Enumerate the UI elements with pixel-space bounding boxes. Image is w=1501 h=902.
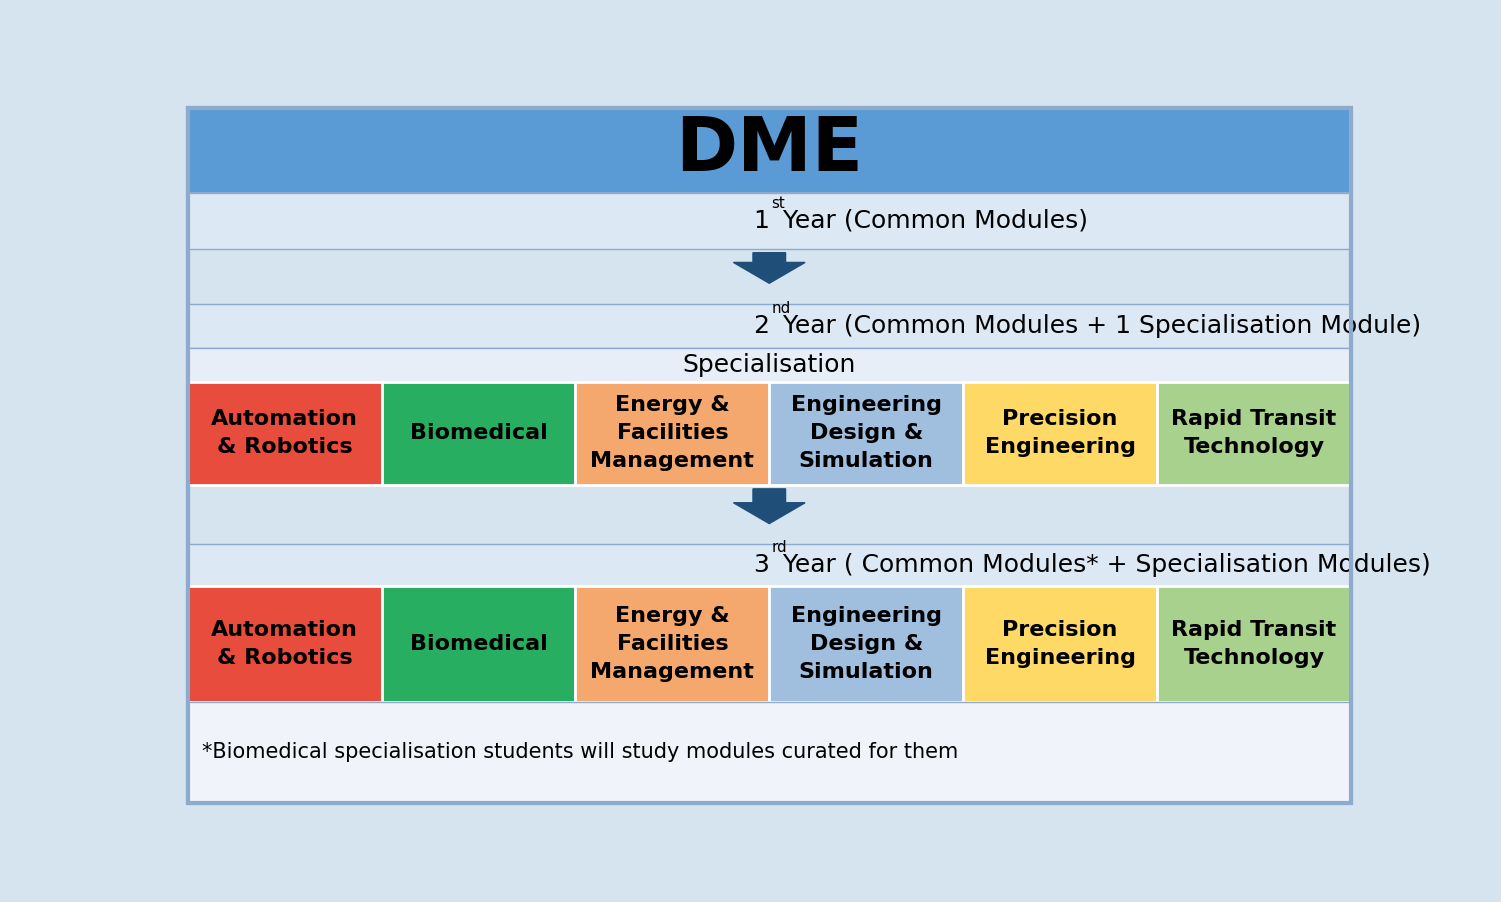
- Bar: [575, 382, 770, 484]
- Text: Year (Common Modules + 1 Specialisation Module): Year (Common Modules + 1 Specialisation …: [775, 314, 1421, 338]
- Bar: [188, 193, 1351, 249]
- Bar: [188, 304, 1351, 348]
- Text: Specialisation: Specialisation: [683, 353, 856, 377]
- Text: Automation
& Robotics: Automation & Robotics: [212, 620, 359, 668]
- Text: 1: 1: [754, 208, 770, 233]
- Text: Rapid Transit
Technology: Rapid Transit Technology: [1171, 410, 1336, 457]
- Bar: [188, 586, 381, 702]
- Text: Energy &
Facilities
Management: Energy & Facilities Management: [590, 606, 755, 682]
- Text: rd: rd: [772, 540, 787, 556]
- Text: Year (Common Modules): Year (Common Modules): [775, 208, 1088, 233]
- Text: DME: DME: [675, 115, 863, 187]
- Bar: [964, 586, 1157, 702]
- Text: Precision
Engineering: Precision Engineering: [985, 410, 1136, 457]
- Text: *Biomedical specialisation students will study modules curated for them: *Biomedical specialisation students will…: [201, 742, 958, 762]
- Bar: [381, 586, 575, 702]
- Text: Engineering
Design &
Simulation: Engineering Design & Simulation: [791, 606, 941, 682]
- Text: Automation
& Robotics: Automation & Robotics: [212, 410, 359, 457]
- Text: st: st: [772, 196, 785, 211]
- Bar: [188, 348, 1351, 382]
- Text: 2: 2: [754, 314, 770, 338]
- Bar: [188, 545, 1351, 586]
- Text: Biomedical: Biomedical: [410, 423, 548, 443]
- Text: Precision
Engineering: Precision Engineering: [985, 620, 1136, 668]
- Text: Engineering
Design &
Simulation: Engineering Design & Simulation: [791, 395, 941, 471]
- Bar: [770, 586, 964, 702]
- Bar: [1157, 382, 1351, 484]
- Bar: [770, 382, 964, 484]
- Text: Biomedical: Biomedical: [410, 634, 548, 654]
- Bar: [381, 382, 575, 484]
- FancyArrow shape: [734, 253, 805, 283]
- Bar: [188, 108, 1351, 193]
- Bar: [188, 382, 381, 484]
- FancyArrow shape: [734, 489, 805, 523]
- Text: 3: 3: [754, 553, 770, 577]
- Bar: [188, 702, 1351, 803]
- Bar: [575, 586, 770, 702]
- Text: nd: nd: [772, 301, 791, 316]
- Text: Year ( Common Modules* + Specialisation Modules): Year ( Common Modules* + Specialisation …: [775, 553, 1430, 577]
- Text: Energy &
Facilities
Management: Energy & Facilities Management: [590, 395, 755, 471]
- Text: Rapid Transit
Technology: Rapid Transit Technology: [1171, 620, 1336, 668]
- Bar: [1157, 586, 1351, 702]
- Bar: [964, 382, 1157, 484]
